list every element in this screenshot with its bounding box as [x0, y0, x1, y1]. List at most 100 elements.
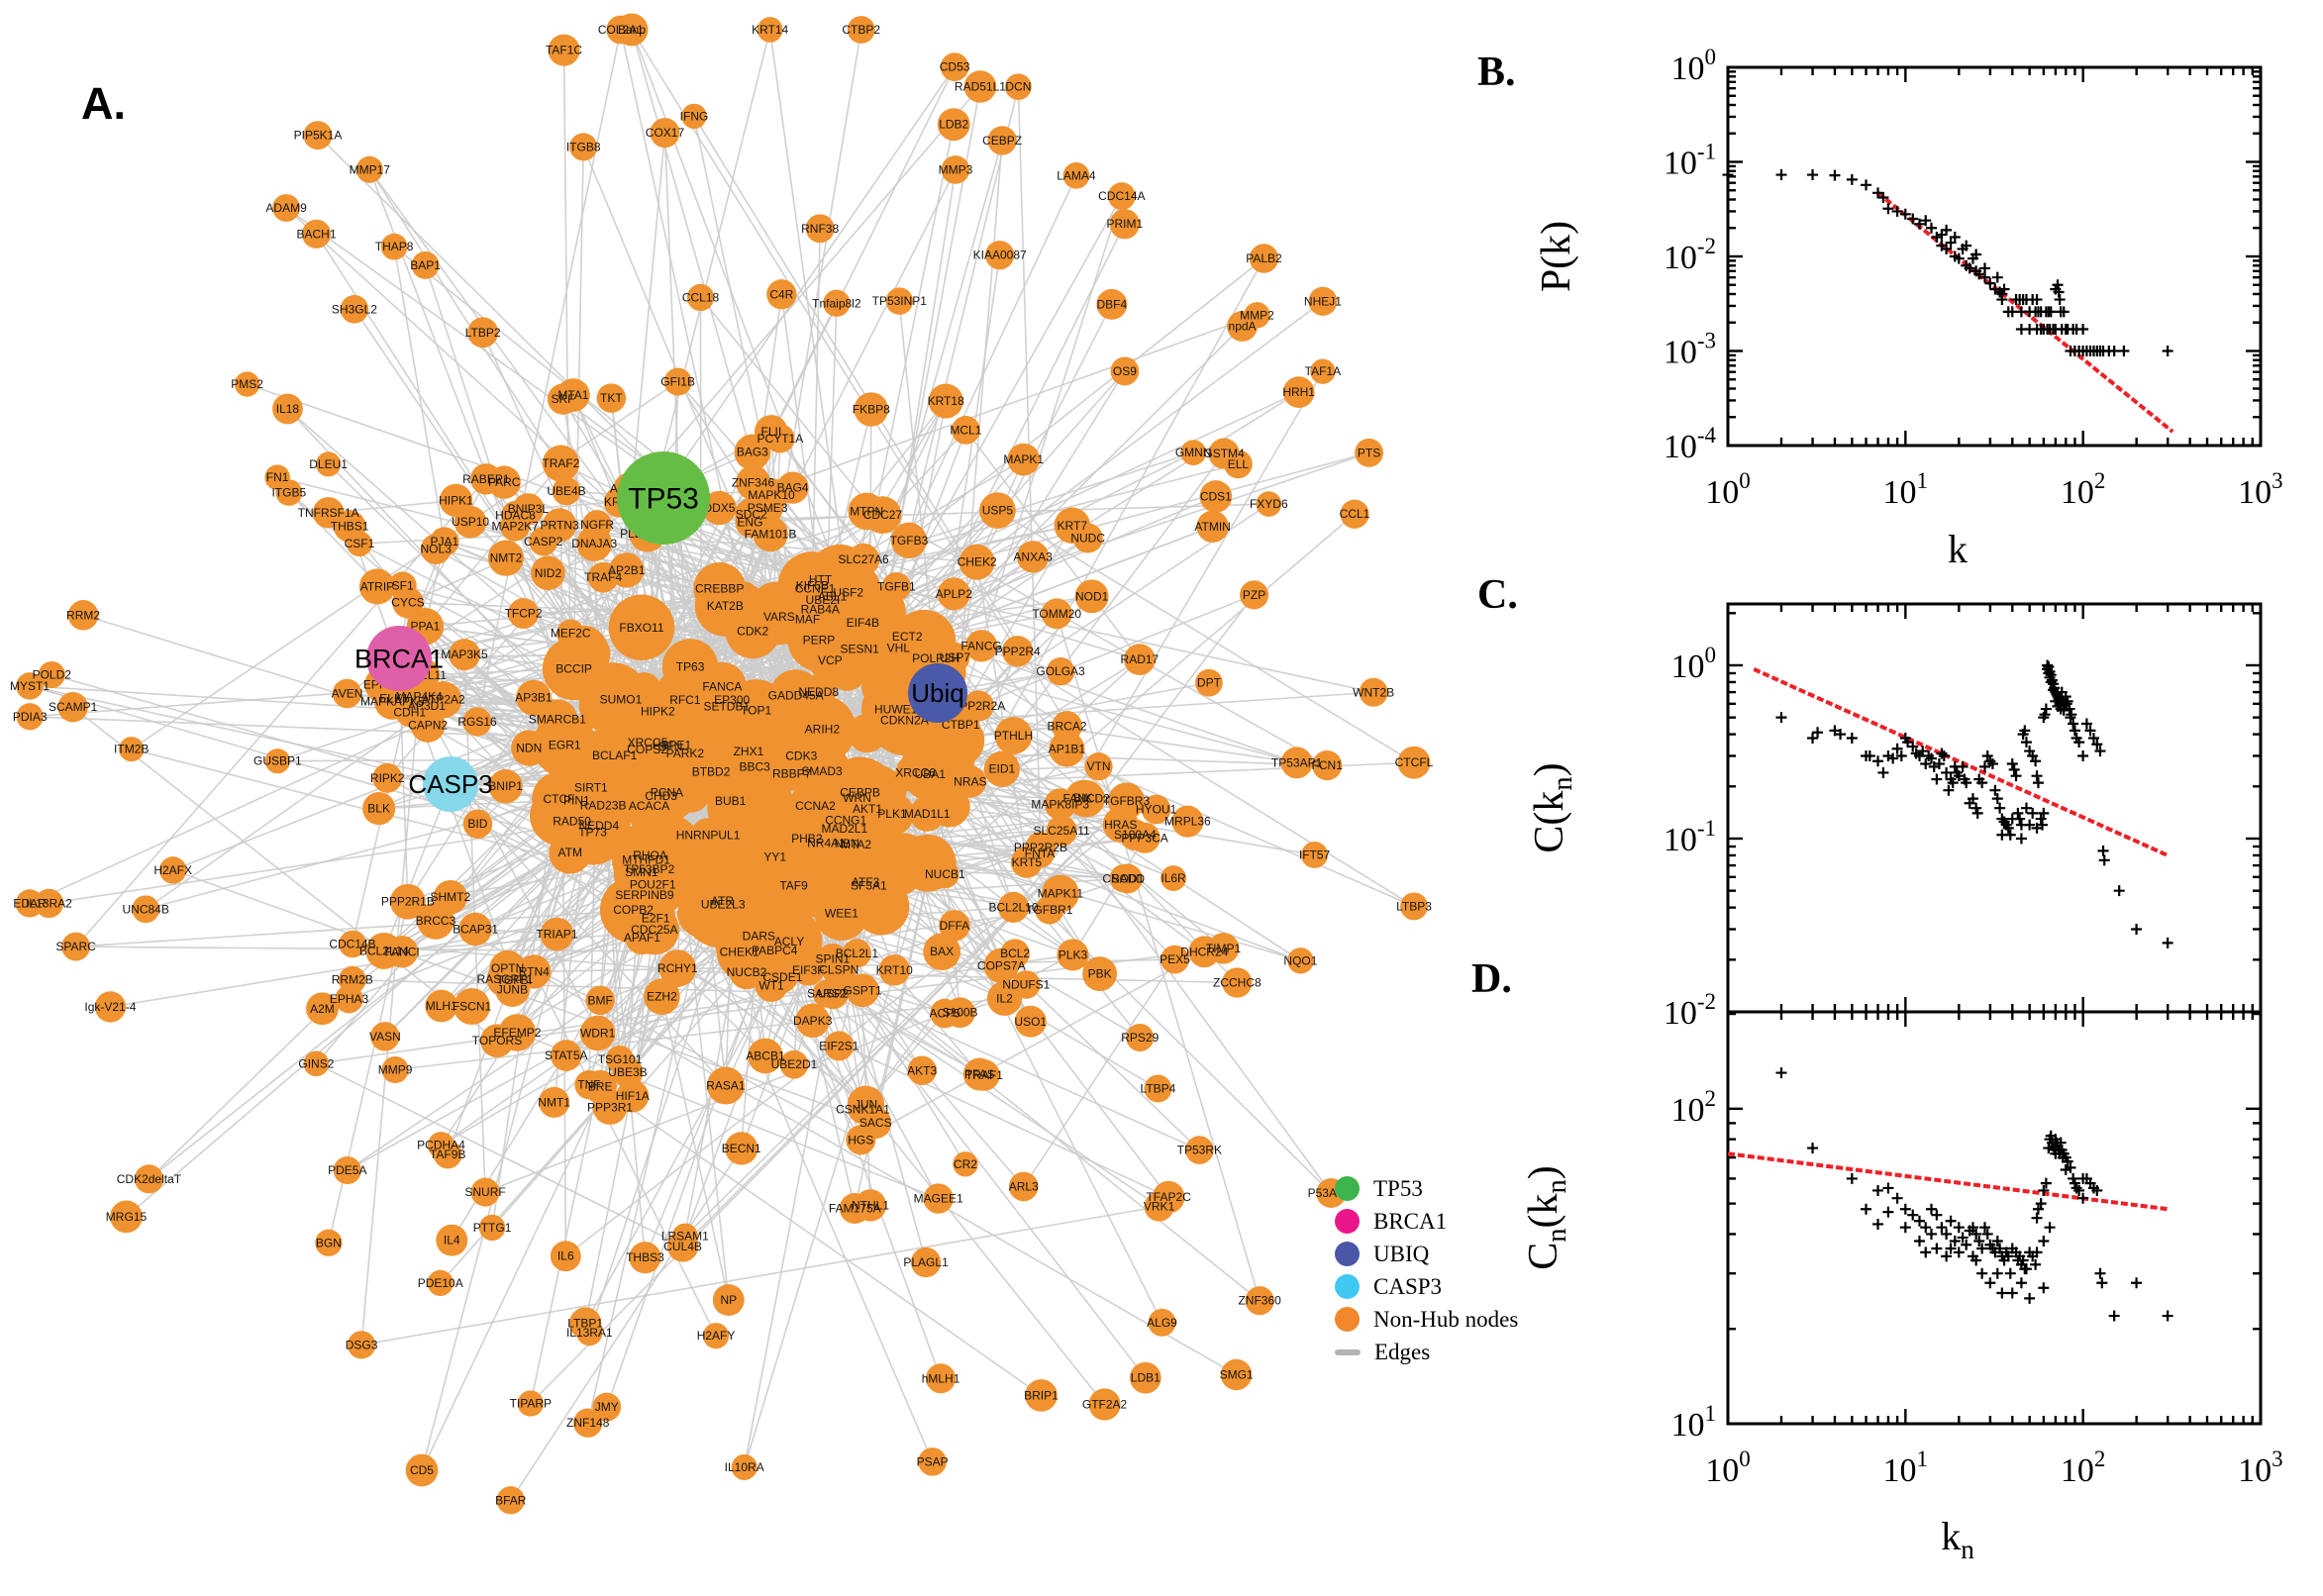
network-node	[658, 949, 697, 987]
network-node-label: NEDD8	[798, 685, 839, 699]
hub-tp53	[617, 451, 710, 545]
network-node-label: CLSPN	[819, 962, 858, 976]
network-node	[449, 639, 481, 671]
y-tick-label: 10-3	[1664, 329, 1716, 371]
network-node	[1308, 286, 1338, 316]
axis-ticks	[1726, 604, 2263, 1014]
data-point	[1957, 760, 1969, 772]
network-node-label: CDC14A	[1098, 189, 1145, 203]
network-node-label: BCAP31	[453, 922, 498, 936]
network-node	[736, 465, 770, 500]
legend-dot-icon	[1335, 1307, 1360, 1332]
network-node-label: IL13RA2	[26, 896, 72, 910]
network-node-label: MAD2L1	[821, 822, 867, 836]
data-point	[1936, 748, 1948, 759]
network-node-label: PIP5K1A	[294, 129, 343, 143]
data-point	[2031, 1212, 2043, 1224]
network-node-label: DPT	[1197, 676, 1222, 690]
legend-item-label: UBIQ	[1373, 1241, 1430, 1266]
network-node-label: ACLY	[774, 935, 804, 948]
network-node-label: LRSAM1	[661, 1230, 709, 1244]
network-node-label: CEBPB	[840, 785, 880, 799]
network-node-label: Tnfaip8l2	[812, 296, 861, 310]
network-node	[1112, 863, 1143, 894]
data-point	[2030, 1258, 2042, 1270]
data-point	[1970, 249, 1982, 260]
network-node-label: GFI1B	[660, 375, 695, 389]
legend-dot-icon	[1335, 1274, 1360, 1299]
data-point	[2002, 1250, 2014, 1262]
data-point	[1846, 1172, 1858, 1184]
network-node	[1082, 956, 1118, 992]
network-node-label: MAPKAPK5	[360, 694, 425, 708]
data-point	[1991, 1236, 2003, 1247]
network-node-label: MAPK1	[1003, 452, 1044, 466]
network-node-label: PJA1	[430, 535, 458, 549]
network-node-label: ITGB5	[271, 486, 306, 500]
network-node-label: SMG1	[1220, 1367, 1254, 1381]
network-node	[619, 850, 687, 919]
network-node-label: TRAF2	[542, 456, 579, 470]
network-node	[731, 1453, 758, 1480]
network-node	[767, 961, 798, 993]
network-node	[574, 1070, 604, 1100]
network-node	[1107, 182, 1136, 211]
network-node-label: CDK2deltaT	[117, 1172, 182, 1186]
y-tick-label: 101	[1671, 1401, 1717, 1444]
network-node	[487, 540, 525, 576]
network-node-label: NDUFS1	[1002, 977, 1050, 991]
network-node-label: USP5	[982, 504, 1014, 518]
network-node-label: CDK2	[737, 624, 768, 638]
y-axis-title: Cn(kn)	[1521, 1165, 1572, 1270]
data-point	[2024, 819, 2036, 831]
network-node-label: GSTM4	[1203, 447, 1245, 460]
network-node-label: PBK	[1088, 967, 1112, 981]
y-tick-label: 10-1	[1664, 816, 1716, 858]
network-node	[928, 383, 963, 419]
network-node-label: BRIP1	[1024, 1388, 1059, 1402]
network-node-label: EIF4B	[847, 616, 879, 630]
network-node-label: MEF2C	[551, 627, 591, 641]
network-node	[779, 1049, 809, 1079]
data-point	[2027, 807, 2039, 819]
data-point	[2094, 1267, 2106, 1279]
network-node-label: BID	[467, 817, 487, 831]
network-node-label: ELL	[1228, 457, 1250, 471]
network-node-label: NHEJ1	[1304, 294, 1342, 308]
network-node-label: ATMIN	[1194, 520, 1230, 534]
network-node-label: HSPE1	[653, 739, 692, 752]
network-node-label: TGFBI	[497, 973, 532, 987]
y-tick-label: 100	[1671, 643, 1717, 685]
data-point	[1996, 1287, 2008, 1299]
network-node-label: VARS	[763, 610, 795, 624]
network-node-label: CYCS	[391, 596, 424, 610]
network-node	[918, 1447, 947, 1476]
network-node-label: POLR2H	[912, 651, 960, 665]
data-point	[1984, 277, 1996, 289]
network-node-label: NBN	[835, 837, 859, 850]
network-node-label: USP7	[940, 650, 971, 664]
network-node-label: FSCN1	[453, 1000, 492, 1014]
network-node	[1025, 1379, 1058, 1412]
data-point	[1970, 1254, 1982, 1266]
network-edge	[602, 805, 647, 1258]
network-node	[1196, 510, 1229, 543]
network-node	[596, 674, 646, 725]
network-node-label: SMARCB1	[529, 713, 586, 727]
network-node-label: AP3D1	[408, 699, 446, 713]
network-node-label: ABL1	[818, 590, 848, 604]
data-point	[1812, 727, 1824, 739]
network-node-label: SF1	[392, 578, 414, 592]
network-edge	[782, 681, 1210, 763]
network-node-label: CASP2	[524, 535, 563, 549]
data-point	[2019, 725, 2031, 737]
network-node-label: BMF	[588, 993, 613, 1007]
network-node-label: MMP2	[1240, 308, 1274, 322]
panel-label-c: C.	[1477, 572, 1518, 618]
network-node-label: NDN	[516, 742, 542, 755]
network-node-label: IL18	[276, 402, 300, 416]
network-edge	[347, 999, 601, 1171]
network-node	[454, 505, 487, 539]
network-node-label: SLC27A6	[838, 552, 889, 566]
